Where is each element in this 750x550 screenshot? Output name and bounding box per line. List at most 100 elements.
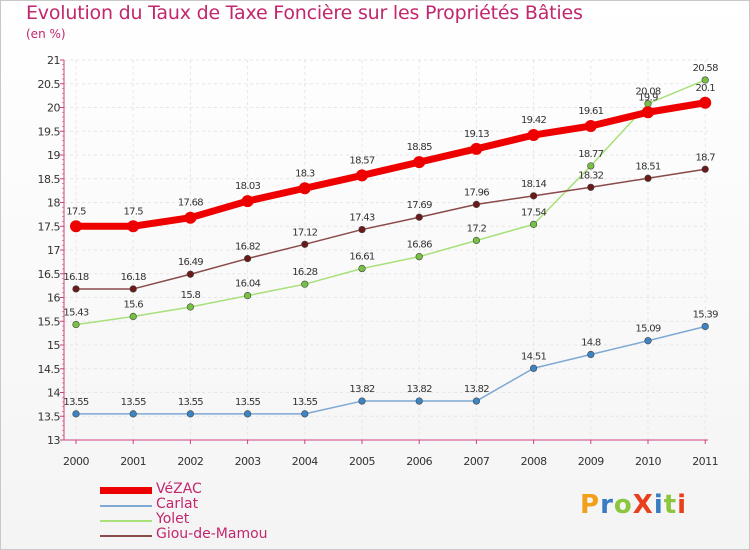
y-tick-label: 17 xyxy=(47,244,60,257)
data-label: 19.9 xyxy=(638,92,658,103)
x-tick-label: 2006 xyxy=(406,455,432,468)
data-point xyxy=(472,200,481,208)
data-point xyxy=(298,182,311,195)
data-point xyxy=(70,220,82,233)
data-point xyxy=(413,156,426,169)
data-point xyxy=(699,96,712,109)
y-tick-label: 19.5 xyxy=(38,125,61,138)
legend-label: Giou-de-Mamou xyxy=(156,526,268,542)
data-point xyxy=(358,264,366,273)
x-tick-label: 2005 xyxy=(349,455,375,468)
data-label: 13.82 xyxy=(464,384,489,395)
x-tick-label: 2010 xyxy=(635,455,661,468)
series-line-1 xyxy=(76,325,706,415)
x-tick-label: 2002 xyxy=(177,455,203,468)
data-label: 17.69 xyxy=(407,200,432,211)
data-point xyxy=(129,312,137,321)
y-tick-label: 18.5 xyxy=(38,173,61,186)
data-point xyxy=(241,195,254,208)
data-point xyxy=(358,225,366,234)
data-label: 17.96 xyxy=(464,187,489,198)
legend-swatch xyxy=(100,535,152,537)
data-label: 19.61 xyxy=(578,106,603,117)
data-label: 13.55 xyxy=(292,397,317,408)
data-label: 14.51 xyxy=(521,351,546,362)
data-label: 19.13 xyxy=(464,129,489,140)
data-point xyxy=(529,192,538,200)
y-tick-label: 14 xyxy=(47,387,60,400)
legend-label: Carlat xyxy=(156,496,199,512)
data-label: 16.18 xyxy=(63,272,88,283)
data-label: 16.49 xyxy=(178,257,203,268)
data-point xyxy=(470,142,483,155)
data-label: 20.1 xyxy=(695,83,715,94)
data-point xyxy=(701,322,709,331)
data-label: 18.77 xyxy=(578,149,603,160)
data-point xyxy=(244,410,252,418)
data-label: 19.42 xyxy=(521,115,546,126)
data-label: 17.68 xyxy=(178,198,203,209)
data-point xyxy=(415,253,423,261)
x-tick-label: 2001 xyxy=(120,455,146,468)
y-tick-label: 15 xyxy=(47,339,60,352)
data-label: 13.82 xyxy=(407,384,432,395)
data-point xyxy=(587,350,595,359)
data-point xyxy=(184,211,197,224)
data-point xyxy=(415,213,423,221)
legend-swatch xyxy=(100,505,152,507)
data-label: 17.54 xyxy=(521,207,546,218)
data-label: 20.58 xyxy=(693,63,718,74)
data-point xyxy=(301,280,309,288)
data-label: 20.08 xyxy=(635,87,660,98)
data-point xyxy=(356,169,368,182)
legend-label: Yolet xyxy=(156,511,190,527)
data-point xyxy=(642,106,654,119)
x-tick-label: 2009 xyxy=(578,455,604,468)
data-label: 15.43 xyxy=(63,308,88,319)
x-tick-label: 2007 xyxy=(463,455,489,468)
y-tick-label: 13 xyxy=(47,434,60,447)
data-label: 16.86 xyxy=(407,240,432,251)
data-label: 17.43 xyxy=(349,213,374,224)
x-tick-label: 2008 xyxy=(521,455,547,468)
series-line-0 xyxy=(76,99,706,230)
data-label: 17.5 xyxy=(123,206,143,217)
data-label: 18.7 xyxy=(695,152,715,163)
y-tick-label: 16.5 xyxy=(38,268,61,281)
data-point xyxy=(527,129,540,142)
legend-swatch xyxy=(100,520,152,522)
data-point xyxy=(584,120,597,133)
data-label: 16.61 xyxy=(349,252,374,263)
y-tick-label: 20 xyxy=(47,102,60,115)
y-tick-label: 19 xyxy=(47,149,60,162)
data-point xyxy=(644,337,652,345)
data-point xyxy=(72,285,80,293)
data-label: 15.09 xyxy=(635,324,660,335)
y-tick-label: 17.5 xyxy=(38,220,61,233)
proxiti-logo: ProXiti xyxy=(580,490,688,520)
data-label: 13.55 xyxy=(178,397,203,408)
data-point xyxy=(701,165,709,173)
y-tick-label: 16 xyxy=(47,292,60,305)
legend-swatch xyxy=(100,487,152,494)
data-point xyxy=(244,254,252,263)
data-label: 18.51 xyxy=(635,161,660,172)
data-point xyxy=(186,303,194,311)
legend-label: VéZAC xyxy=(156,481,202,497)
data-point xyxy=(244,292,252,300)
data-point xyxy=(529,220,538,228)
data-label: 16.28 xyxy=(292,267,317,278)
data-label: 16.18 xyxy=(121,272,146,283)
data-point xyxy=(529,364,538,372)
data-label: 18.14 xyxy=(521,179,546,190)
series-line-2 xyxy=(75,79,706,326)
data-label: 18.57 xyxy=(349,155,374,166)
x-tick-label: 2000 xyxy=(63,455,89,468)
data-point xyxy=(72,410,80,418)
x-tick-label: 2003 xyxy=(235,455,261,468)
y-tick-label: 14.5 xyxy=(38,363,61,376)
data-label: 18.32 xyxy=(578,170,603,181)
data-label: 13.55 xyxy=(63,397,88,408)
data-point xyxy=(415,397,423,405)
